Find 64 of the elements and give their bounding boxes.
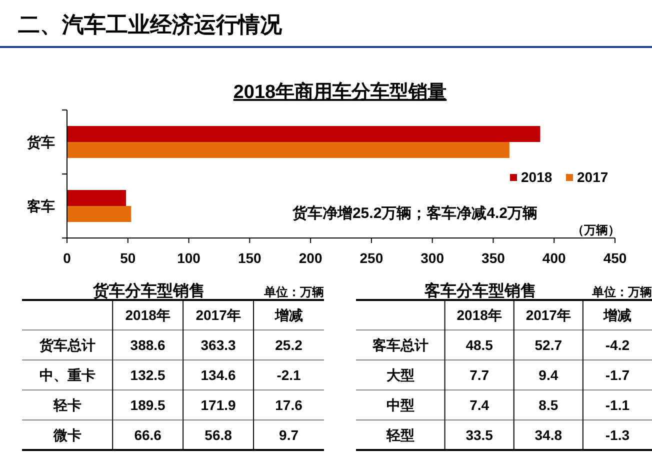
bar xyxy=(67,206,132,222)
chart-subtitle: 单位：万辆 xyxy=(263,285,324,299)
x-tick-label: 增减 xyxy=(274,307,303,323)
x-tick-label: 增减 xyxy=(602,307,632,323)
data-label: 56.8 xyxy=(204,427,232,443)
y-tick-label: 客车 xyxy=(26,198,55,214)
data-label: 171.9 xyxy=(200,397,236,413)
x-tick-label: 400 xyxy=(542,250,566,266)
data-label: -2.1 xyxy=(276,367,302,383)
y-tick-label: 中型 xyxy=(386,397,414,413)
y-tick-label: 轻卡 xyxy=(52,397,82,413)
bar xyxy=(67,142,510,158)
x-tick-label: 150 xyxy=(238,250,262,266)
y-tick-label: 货车总计 xyxy=(38,337,96,353)
x-tick-label: 200 xyxy=(298,250,322,266)
x-tick-label: 350 xyxy=(482,250,506,266)
y-tick-label: 轻型 xyxy=(385,427,414,443)
bar xyxy=(67,126,540,142)
data-label: 66.6 xyxy=(134,427,162,443)
annotation: 货车净增25.2万辆；客车净减4.2万辆 xyxy=(291,204,538,222)
x-tick-label: 300 xyxy=(420,250,444,266)
data-label: -4.2 xyxy=(605,337,630,353)
data-label: 132.5 xyxy=(130,367,166,383)
x-tick-label: 2017年 xyxy=(196,307,241,323)
y-tick-label: 货车 xyxy=(26,134,55,150)
text: 二、汽车工业经济运行情况 xyxy=(18,12,283,37)
data-label: 9.7 xyxy=(279,427,299,443)
data-label: 8.5 xyxy=(538,397,558,413)
y-tick-label: 大型 xyxy=(386,367,414,383)
legend-label: 2017 xyxy=(577,169,608,185)
data-label: 9.4 xyxy=(538,367,558,383)
data-label: 7.4 xyxy=(470,397,490,413)
x-axis-title: （万辆） xyxy=(572,223,620,237)
x-tick-label: 250 xyxy=(360,250,384,266)
data-label: 34.8 xyxy=(534,427,562,443)
data-label: 52.7 xyxy=(534,337,562,353)
data-label: 388.6 xyxy=(130,337,166,353)
data-label: 33.5 xyxy=(466,427,494,443)
x-tick-label: 2018年 xyxy=(125,307,170,323)
y-tick-label: 中、重卡 xyxy=(39,367,96,383)
x-tick-label: 100 xyxy=(177,250,201,266)
data-label: -1.1 xyxy=(605,397,630,413)
legend-label: 2018 xyxy=(521,169,552,185)
bar xyxy=(67,190,126,206)
x-tick-label: 450 xyxy=(603,250,627,266)
chart-title: 2018年商用车分车型销量 xyxy=(233,81,447,103)
data-label: 48.5 xyxy=(466,337,494,353)
data-label: 7.7 xyxy=(470,367,490,383)
chart-subtitle: 单位：万辆 xyxy=(591,285,652,299)
chart-title: 客车分车型销售 xyxy=(423,281,536,300)
chart-title: 货车分车型销售 xyxy=(92,282,205,300)
y-tick-label: 微卡 xyxy=(52,427,82,443)
x-tick-label: 50 xyxy=(120,250,136,266)
data-label: 25.2 xyxy=(275,337,303,353)
data-label: -1.7 xyxy=(605,367,630,383)
x-tick-label: 0 xyxy=(63,250,72,266)
y-tick-label: 客车总计 xyxy=(371,337,428,353)
x-tick-label: 2017年 xyxy=(526,307,571,323)
data-label: 189.5 xyxy=(130,397,166,413)
data-label: 134.6 xyxy=(200,367,236,383)
data-label: 17.6 xyxy=(275,397,303,413)
x-tick-label: 2018年 xyxy=(456,307,502,323)
data-label: 363.3 xyxy=(200,337,236,353)
data-label: -1.3 xyxy=(605,427,630,443)
